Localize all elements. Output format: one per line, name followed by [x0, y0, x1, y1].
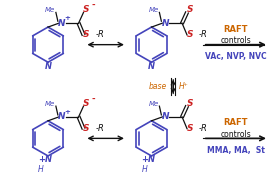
- Text: S: S: [187, 30, 193, 39]
- Text: Me: Me: [148, 8, 159, 14]
- Text: N: N: [58, 112, 65, 121]
- Text: N: N: [45, 62, 51, 71]
- Text: MMA, MA,  St: MMA, MA, St: [207, 146, 265, 155]
- Text: VAc, NVP, NVC: VAc, NVP, NVC: [205, 52, 267, 61]
- Text: base: base: [149, 82, 167, 91]
- Text: RAFT: RAFT: [224, 118, 248, 127]
- Text: Me: Me: [45, 101, 55, 107]
- Text: +N: +N: [142, 155, 156, 164]
- Text: H: H: [38, 165, 44, 174]
- Text: +: +: [64, 109, 70, 115]
- Text: S: S: [187, 99, 193, 108]
- Text: H: H: [142, 165, 147, 174]
- Text: H⁺: H⁺: [179, 82, 189, 91]
- Text: -R: -R: [199, 30, 208, 39]
- Text: N: N: [58, 19, 65, 28]
- Text: N: N: [162, 19, 169, 28]
- Text: -R: -R: [95, 30, 104, 39]
- Text: N: N: [148, 62, 155, 71]
- Text: controls: controls: [221, 36, 251, 45]
- Text: RAFT: RAFT: [224, 25, 248, 33]
- Text: -: -: [92, 1, 95, 10]
- Text: Me: Me: [148, 101, 159, 107]
- Text: -R: -R: [95, 124, 104, 133]
- Text: S: S: [83, 30, 90, 39]
- Text: -R: -R: [199, 124, 208, 133]
- Text: Me: Me: [45, 8, 55, 14]
- Text: S: S: [83, 124, 90, 133]
- Text: S: S: [83, 5, 90, 14]
- Text: S: S: [187, 5, 193, 14]
- Text: S: S: [187, 124, 193, 133]
- Text: N: N: [162, 112, 169, 121]
- Text: S: S: [83, 99, 90, 108]
- Text: +: +: [64, 15, 70, 21]
- Text: -: -: [92, 95, 95, 104]
- Text: controls: controls: [221, 130, 251, 139]
- Text: +N: +N: [38, 155, 52, 164]
